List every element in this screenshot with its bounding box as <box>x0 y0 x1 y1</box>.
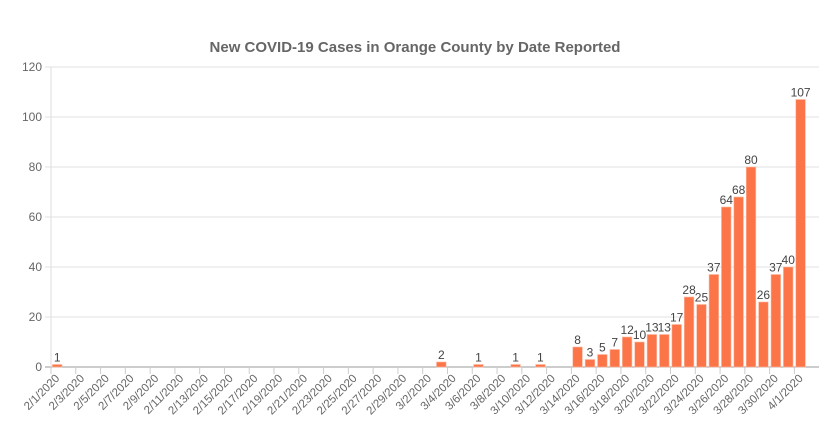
chart-title: New COVID-19 Cases in Orange County by D… <box>210 39 621 56</box>
data-label: 12 <box>620 323 634 337</box>
y-tick-label: 80 <box>29 160 43 174</box>
data-label: 40 <box>782 253 796 267</box>
bar <box>659 334 670 368</box>
bar <box>783 266 794 368</box>
data-label: 17 <box>670 311 684 325</box>
bar <box>572 346 583 368</box>
data-label: 37 <box>707 261 721 275</box>
bar <box>535 364 546 368</box>
gridlines <box>45 66 819 373</box>
y-tick-label: 0 <box>35 360 42 374</box>
bars <box>52 99 806 368</box>
bar <box>745 166 757 368</box>
y-axis: 0 20 40 60 80 100 120 <box>22 60 42 374</box>
data-label: 2 <box>438 348 445 362</box>
data-label: 107 <box>791 86 811 100</box>
bar <box>696 304 707 368</box>
data-label: 1 <box>475 351 482 365</box>
y-tick-label: 40 <box>29 260 43 274</box>
data-label: 5 <box>599 341 606 355</box>
data-label: 37 <box>769 261 783 275</box>
bar <box>584 359 596 368</box>
bar <box>733 196 744 368</box>
data-label: 26 <box>757 288 771 302</box>
bar <box>609 349 620 368</box>
data-label: 1 <box>537 351 544 365</box>
bar <box>770 274 781 368</box>
data-label: 25 <box>695 291 709 305</box>
bar <box>758 301 769 368</box>
data-label: 10 <box>633 328 647 342</box>
bar <box>683 296 695 368</box>
bar <box>436 361 447 368</box>
y-tick-label: 100 <box>22 110 42 124</box>
bar <box>622 336 633 368</box>
data-label: 1 <box>512 351 519 365</box>
bar <box>646 334 658 368</box>
bar <box>671 324 682 368</box>
x-axis: 2/1/20202/3/20202/5/20202/7/20202/9/2020… <box>22 367 806 417</box>
bar <box>795 99 806 368</box>
data-label: 68 <box>732 183 746 197</box>
y-tick-label: 60 <box>29 210 43 224</box>
bar <box>708 274 719 368</box>
bar <box>52 364 63 368</box>
data-label: 13 <box>645 321 659 335</box>
data-label: 7 <box>611 336 618 350</box>
y-tick-label: 20 <box>29 310 43 324</box>
bar <box>634 341 645 368</box>
bar <box>473 364 484 368</box>
y-tick-label: 120 <box>22 60 42 74</box>
data-label: 80 <box>744 153 758 167</box>
bar <box>721 206 732 368</box>
bar <box>597 354 608 368</box>
data-label: 28 <box>682 283 696 297</box>
data-label: 13 <box>658 321 672 335</box>
data-label: 1 <box>54 351 61 365</box>
bar <box>510 364 521 368</box>
data-label: 8 <box>574 333 581 347</box>
data-label: 64 <box>720 193 734 207</box>
data-label: 3 <box>587 346 594 360</box>
